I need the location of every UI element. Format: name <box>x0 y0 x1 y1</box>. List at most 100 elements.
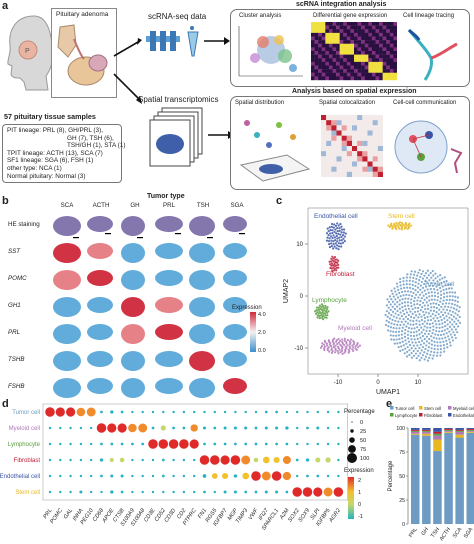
heatmap-cell <box>368 51 373 55</box>
sample-line: PIT lineage: PRL (8), GH/PRL (3), <box>7 127 104 134</box>
tissue-spot <box>189 216 215 236</box>
legend-swatch <box>390 413 394 417</box>
heatmap-cell <box>368 47 373 52</box>
spatial-coloc-label: Spatial colocalization <box>319 100 376 106</box>
heatmap-cell <box>346 61 351 66</box>
tumor-point <box>407 340 411 343</box>
endothelial-point <box>335 247 338 250</box>
tumor-point <box>421 277 425 280</box>
heatmap-cell <box>325 47 330 52</box>
coloc-cell <box>346 125 352 131</box>
tissue-spot <box>87 216 113 232</box>
coloc-cell <box>352 171 358 177</box>
heatmap-cell <box>368 72 373 77</box>
tumor-point <box>438 308 441 311</box>
endothelial-point <box>336 240 339 243</box>
dot-mark <box>316 474 320 478</box>
heatmap-cell <box>339 47 344 52</box>
heatmap-cell <box>354 76 358 81</box>
tumor-point <box>448 291 451 294</box>
heatmap-cell <box>314 29 319 34</box>
endothelial-point <box>338 239 341 242</box>
tumor-point <box>398 337 401 341</box>
endothelial-point <box>325 232 329 235</box>
endothelial-point <box>333 230 336 234</box>
dot-mark <box>117 423 127 433</box>
dot-mark <box>337 426 340 430</box>
heatmap-cell <box>393 29 397 34</box>
tumor-point <box>396 296 400 299</box>
heatmap-cell <box>382 69 387 73</box>
tumor-point <box>456 331 459 334</box>
size-legend-label: 25 <box>360 429 366 435</box>
tissue-spot <box>53 351 81 371</box>
coloc-cell <box>346 161 352 167</box>
heatmap-cell <box>332 40 337 44</box>
myeloid-point <box>357 346 360 349</box>
tumor-point <box>389 308 392 311</box>
spatial-analysis-title: Analysis based on spatial expression <box>292 88 417 95</box>
myeloid-point <box>350 338 353 341</box>
tumor-point <box>414 347 417 350</box>
tumor-point <box>395 293 398 296</box>
panel-e-label: e <box>386 398 393 410</box>
tumor-point <box>392 330 395 333</box>
cluster-label: Stem cell <box>388 213 415 220</box>
heatmap-cell <box>357 51 362 55</box>
coloc-cell <box>367 125 373 131</box>
legend-colorbar <box>250 312 256 352</box>
tumor-point <box>429 318 433 322</box>
bar-segment <box>444 432 453 524</box>
endothelial-point <box>327 233 330 237</box>
heatmap-cell <box>389 32 394 37</box>
heatmap-cell <box>325 54 330 59</box>
tumor-point <box>439 351 442 354</box>
tumor-point <box>433 294 437 298</box>
dot-mark <box>79 474 83 478</box>
tumor-point <box>390 322 393 325</box>
bar-segment <box>433 428 442 432</box>
dot-mark <box>316 410 319 414</box>
spatial-analysis-box: Spatial distribution Spatial colocalizat… <box>230 96 470 190</box>
tumor-point <box>437 319 440 323</box>
fibroblast-point <box>333 255 337 259</box>
tumor-point <box>440 310 443 314</box>
tumor-point <box>419 343 422 346</box>
scrna-label: scRNA-seq data <box>148 12 207 21</box>
heatmap-cell <box>354 47 358 52</box>
tumor-point <box>435 302 438 305</box>
tumor-point <box>424 292 428 296</box>
tumor-point <box>435 354 439 357</box>
heatmap-cell <box>339 36 344 41</box>
tumor-point <box>448 316 451 319</box>
tumor-point <box>425 296 428 299</box>
stem-point <box>395 227 398 231</box>
heatmap-cell <box>343 51 348 55</box>
tumor-point <box>419 275 422 279</box>
heatmap-cell <box>332 43 337 48</box>
tissue-spot <box>121 297 145 317</box>
dot-mark <box>254 442 258 446</box>
heatmap-cell <box>346 65 351 70</box>
cluster-label: Myeloid cell <box>338 325 373 332</box>
panel-c-label: c <box>276 195 283 207</box>
gene-label: TIMP3 <box>235 507 250 525</box>
heatmap-cell <box>364 36 369 41</box>
coloc-cell <box>367 140 373 146</box>
dot-mark <box>182 458 186 462</box>
tumor-point <box>386 315 389 318</box>
tumor-point <box>428 299 431 302</box>
tumor-point <box>395 327 398 330</box>
tumor-point <box>451 291 454 294</box>
myeloid-point <box>352 349 355 352</box>
dot-mark <box>100 490 103 494</box>
heatmap-cell <box>321 65 326 70</box>
heatmap-cell <box>311 65 315 70</box>
heatmap-cell <box>321 69 326 73</box>
heatmap-cell <box>389 40 394 44</box>
heatmap-cell <box>311 25 315 30</box>
heatmap-cell <box>332 65 337 70</box>
tumor-point <box>432 336 435 339</box>
tumor-point <box>432 279 435 282</box>
tumor-point <box>453 291 457 294</box>
